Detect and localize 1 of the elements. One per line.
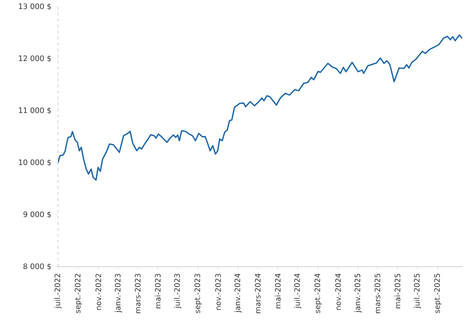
line-series [58, 34, 463, 181]
